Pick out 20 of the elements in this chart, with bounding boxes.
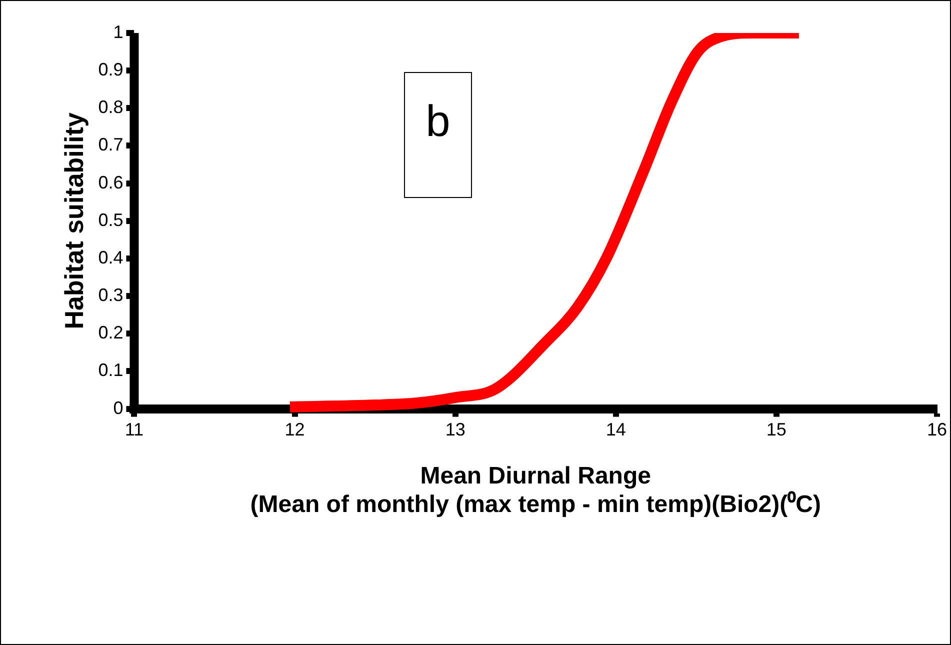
y-tick-label: 0.9 [98,60,124,80]
x-tick-label: 15 [766,420,786,440]
y-tick-label: 0.2 [98,322,124,343]
y-tick-label: 0.1 [98,360,124,380]
x-axis-title: Mean Diurnal Range (Mean of monthly (max temp - min temp)(Bio2)(⁰C) [250,462,821,518]
y-tick-label: 0.6 [98,172,124,192]
y-tick-label: 1 [113,22,124,42]
y-tick-label: 0.7 [98,134,124,155]
annotation: b [404,72,472,198]
y-tick-label: 0.5 [98,210,124,230]
x-tick-label: 12 [284,420,305,440]
x-tick-label: 11 [124,420,144,440]
y-tick-label: 0 [113,398,124,418]
x-tick-label: 16 [926,420,948,440]
y-tick-label: 0.8 [98,97,124,118]
y-tick-label: 0.4 [98,247,124,268]
x-tick-label: 14 [606,420,626,440]
y-tick-label: 0.3 [98,285,124,306]
x-tick-label: 13 [445,420,466,440]
y-axis-title: Habitat suitability [58,112,89,330]
